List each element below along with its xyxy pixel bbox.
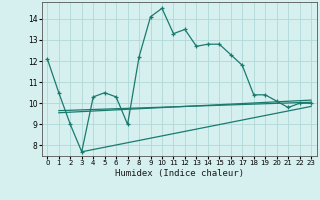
X-axis label: Humidex (Indice chaleur): Humidex (Indice chaleur) (115, 169, 244, 178)
